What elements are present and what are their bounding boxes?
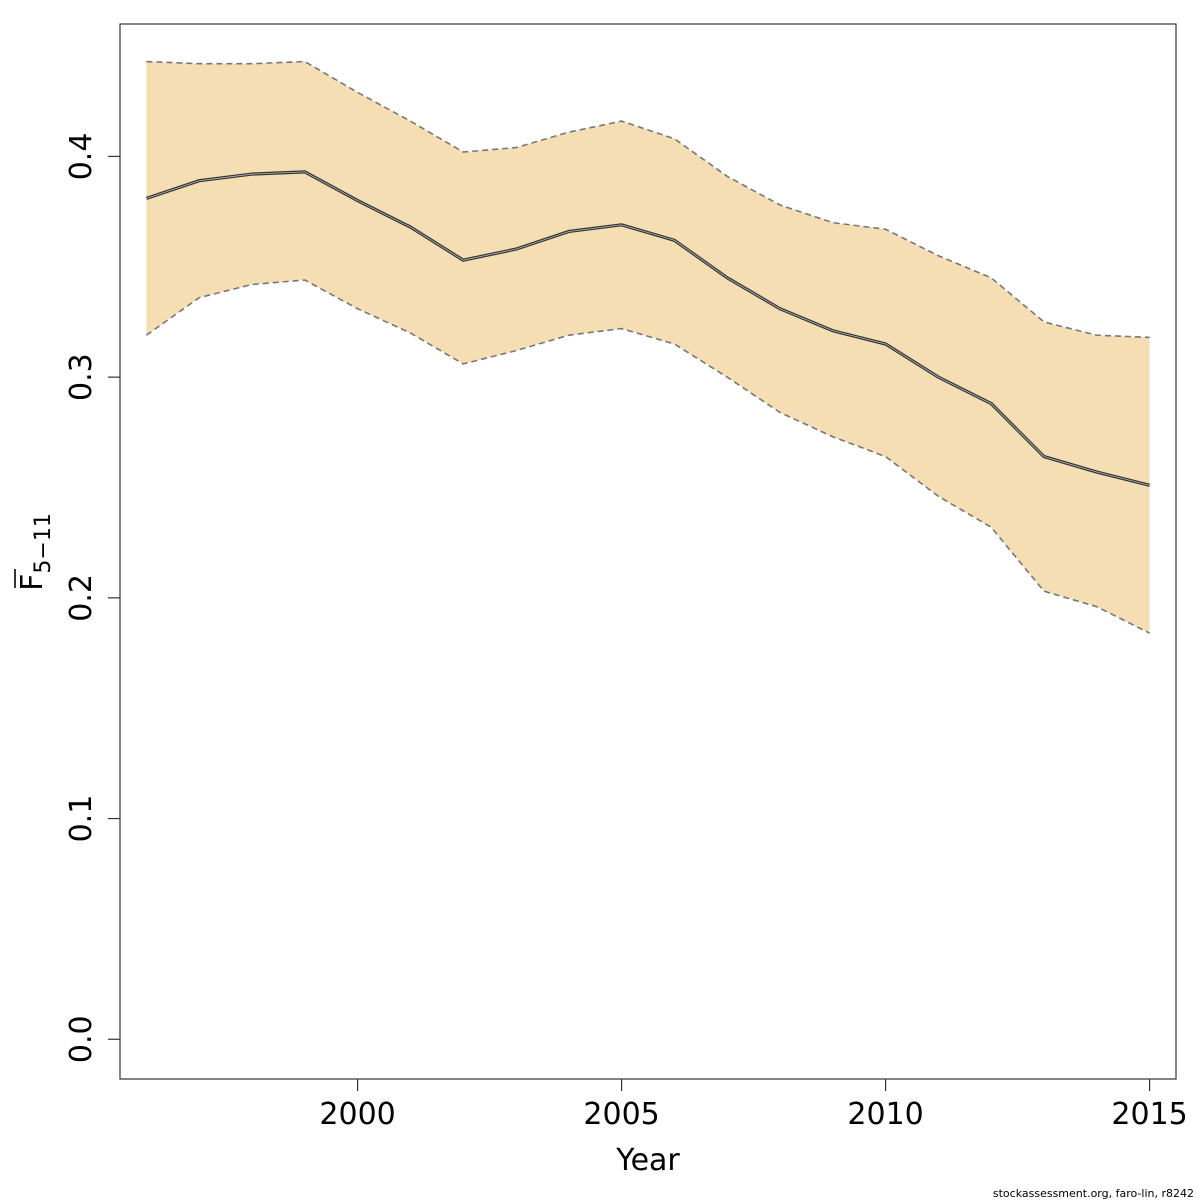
lower-bound-line: [145, 279, 1150, 634]
x-tick-label: 2005: [583, 1097, 659, 1132]
x-axis: 2000 2005 2010 2015: [319, 1079, 1188, 1132]
y-axis-title-main: F: [15, 574, 50, 591]
x-tick-label: 2015: [1111, 1097, 1187, 1132]
y-axis: 0.0 0.1 0.2 0.3 0.4: [64, 133, 120, 1063]
y-tick-label: 0.4: [64, 133, 99, 181]
y-tick-label: 0.3: [64, 353, 99, 401]
y-tick-label: 0.2: [64, 574, 99, 622]
y-axis-title-subscript: 5−11: [31, 513, 56, 573]
y-tick-label: 0.0: [64, 1015, 99, 1063]
x-tick-label: 2010: [847, 1097, 923, 1132]
plot-frame: [119, 23, 1177, 1080]
confidence-band-layer: [146, 61, 1150, 634]
x-axis-title: Year: [615, 1143, 680, 1178]
y-axis-title: F5−11: [14, 513, 56, 591]
confidence-band: [146, 61, 1150, 634]
footer-note: stockassessment.org, faro-lin, r8242: [993, 1187, 1194, 1200]
svg-text:F5−11: F5−11: [15, 513, 56, 591]
x-tick-label: 2000: [319, 1097, 395, 1132]
estimate-line-core: [146, 171, 1150, 486]
series-lines-layer: [145, 60, 1150, 634]
upper-bound-line: [146, 60, 1150, 339]
y-tick-label: 0.1: [64, 795, 99, 843]
